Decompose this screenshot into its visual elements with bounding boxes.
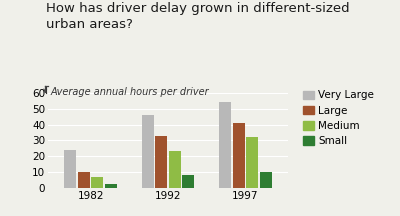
Bar <box>246 137 258 188</box>
Bar <box>260 172 272 188</box>
Bar <box>105 184 117 188</box>
Bar <box>219 102 231 188</box>
Bar <box>78 172 90 188</box>
Bar <box>232 123 245 188</box>
Bar <box>91 177 104 188</box>
Bar <box>142 115 154 188</box>
Bar <box>155 136 167 188</box>
Legend: Very Large, Large, Medium, Small: Very Large, Large, Medium, Small <box>303 91 374 146</box>
Text: How has driver delay grown in different-sized
urban areas?: How has driver delay grown in different-… <box>46 2 350 31</box>
Bar <box>169 151 181 188</box>
Bar <box>182 175 194 188</box>
Bar <box>64 150 76 188</box>
Text: Average annual hours per driver: Average annual hours per driver <box>51 87 210 97</box>
